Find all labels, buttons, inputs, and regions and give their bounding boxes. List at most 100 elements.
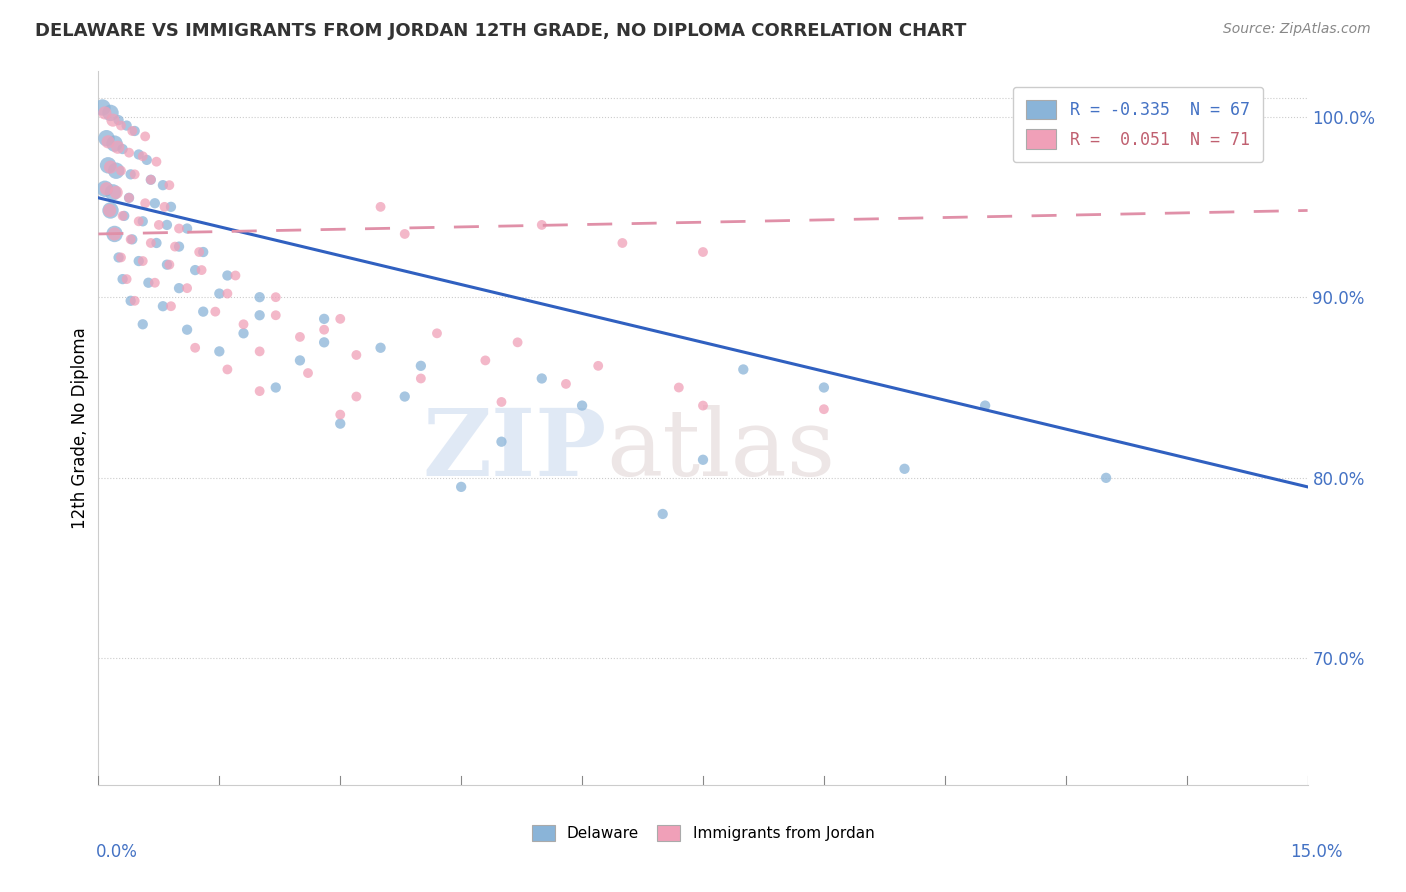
Point xyxy=(160,299,183,313)
Point xyxy=(100,160,122,174)
Point xyxy=(692,245,714,260)
Point xyxy=(103,227,125,241)
Point xyxy=(145,235,167,250)
Point xyxy=(409,359,432,373)
Point xyxy=(167,281,190,295)
Point xyxy=(97,158,120,172)
Point xyxy=(103,136,125,151)
Text: 15.0%: 15.0% xyxy=(1291,843,1343,861)
Point xyxy=(152,299,174,313)
Point xyxy=(100,203,122,218)
Point xyxy=(120,167,142,181)
Point xyxy=(101,186,124,200)
Point xyxy=(329,311,352,326)
Point xyxy=(249,290,271,304)
Point xyxy=(111,209,134,223)
Point xyxy=(160,200,183,214)
Point xyxy=(139,235,162,250)
Point xyxy=(344,390,367,404)
Text: Source: ZipAtlas.com: Source: ZipAtlas.com xyxy=(1223,22,1371,37)
Point xyxy=(167,221,190,235)
Point xyxy=(107,251,129,265)
Point xyxy=(163,239,186,253)
Point xyxy=(153,200,176,214)
Point xyxy=(103,227,125,241)
Text: ZIP: ZIP xyxy=(422,405,606,494)
Point xyxy=(97,135,120,149)
Point xyxy=(107,140,129,154)
Point xyxy=(124,167,146,181)
Point xyxy=(249,344,271,359)
Point xyxy=(115,272,138,286)
Point xyxy=(314,323,336,337)
Point xyxy=(124,124,146,138)
Point xyxy=(184,341,207,355)
Point xyxy=(893,462,915,476)
Point xyxy=(157,258,180,272)
Point xyxy=(107,113,129,128)
Point xyxy=(132,318,155,332)
Point xyxy=(426,326,449,341)
Point xyxy=(450,480,472,494)
Point xyxy=(668,380,690,394)
Point xyxy=(176,281,198,295)
Point xyxy=(128,254,150,268)
Point xyxy=(370,341,392,355)
Point xyxy=(530,371,553,385)
Point xyxy=(134,196,156,211)
Point xyxy=(94,182,117,196)
Point xyxy=(110,251,132,265)
Point xyxy=(344,348,367,362)
Point xyxy=(491,434,513,449)
Point xyxy=(264,290,287,304)
Point xyxy=(157,178,180,193)
Point xyxy=(124,293,146,308)
Point xyxy=(118,145,141,160)
Point xyxy=(813,380,835,394)
Point xyxy=(101,113,124,128)
Point xyxy=(264,308,287,322)
Point xyxy=(530,218,553,232)
Point xyxy=(409,371,432,385)
Point xyxy=(96,131,118,145)
Point xyxy=(105,186,128,200)
Point xyxy=(370,200,392,214)
Point xyxy=(121,232,143,246)
Point xyxy=(571,399,593,413)
Point xyxy=(118,191,141,205)
Point xyxy=(974,399,997,413)
Point xyxy=(217,362,239,376)
Point xyxy=(204,304,226,318)
Y-axis label: 12th Grade, No Diploma: 12th Grade, No Diploma xyxy=(70,327,89,529)
Point xyxy=(491,395,513,409)
Point xyxy=(98,203,121,218)
Point xyxy=(100,106,122,120)
Point xyxy=(1095,471,1118,485)
Point xyxy=(474,353,496,368)
Point xyxy=(121,124,143,138)
Point xyxy=(135,153,157,167)
Point xyxy=(184,263,207,277)
Point xyxy=(111,142,134,156)
Point xyxy=(288,330,311,344)
Point xyxy=(297,366,319,380)
Point xyxy=(132,254,155,268)
Point xyxy=(132,149,155,163)
Point xyxy=(112,209,135,223)
Point xyxy=(176,221,198,235)
Point xyxy=(329,408,352,422)
Point xyxy=(138,276,160,290)
Point xyxy=(96,182,118,196)
Point xyxy=(217,268,239,283)
Point xyxy=(94,106,117,120)
Point xyxy=(120,293,142,308)
Point xyxy=(156,218,179,232)
Point xyxy=(193,304,215,318)
Point xyxy=(145,154,167,169)
Point xyxy=(190,263,212,277)
Point xyxy=(232,326,254,341)
Point xyxy=(120,232,142,246)
Point xyxy=(586,359,609,373)
Point xyxy=(692,452,714,467)
Point xyxy=(208,344,231,359)
